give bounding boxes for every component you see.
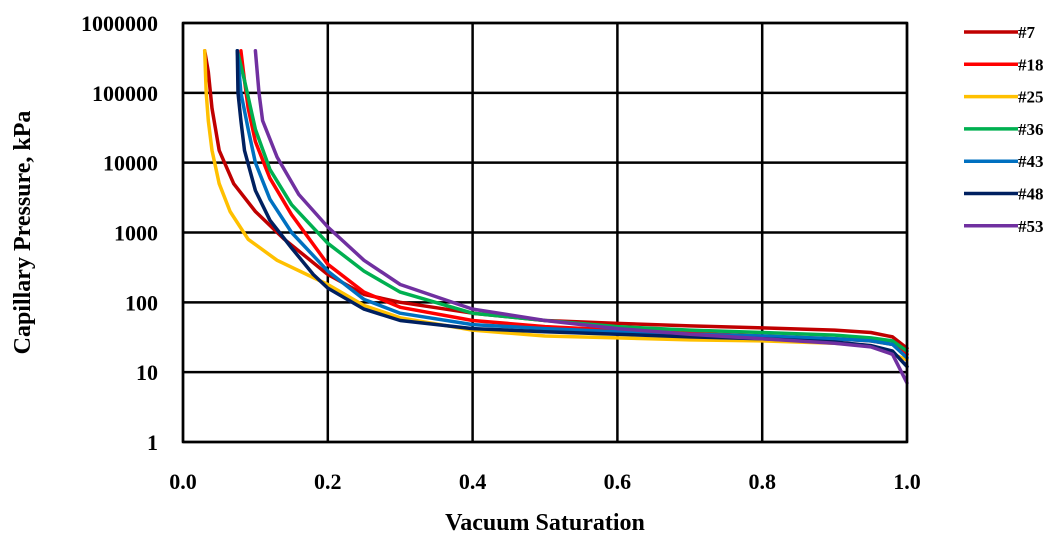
y-tick-label: 1000 bbox=[114, 221, 158, 246]
series-line-36 bbox=[235, 49, 909, 353]
legend-label: #43 bbox=[1018, 152, 1044, 171]
legend: #7 #18 #25 #36 #43 #48 #53 bbox=[964, 23, 1044, 236]
plot-area-frame bbox=[181, 21, 909, 444]
x-tick-label: 0.2 bbox=[314, 469, 342, 494]
series-line-48 bbox=[235, 49, 909, 369]
legend-label: #36 bbox=[1018, 120, 1044, 139]
y-tick-label: 100 bbox=[125, 290, 158, 315]
legend-label: #7 bbox=[1018, 23, 1036, 42]
x-tick-labels: 0.0 0.2 0.4 0.6 0.8 1.0 bbox=[169, 469, 921, 494]
series-line-53 bbox=[253, 49, 909, 385]
legend-label: #53 bbox=[1018, 217, 1044, 236]
series-line-25 bbox=[202, 49, 909, 362]
series-line-43 bbox=[235, 49, 909, 360]
y-tick-label: 100000 bbox=[92, 81, 158, 106]
y-tick-labels: 1 10 100 1000 10000 100000 1000000 bbox=[81, 11, 158, 455]
legend-label: #25 bbox=[1018, 88, 1044, 107]
x-tick-label: 1.0 bbox=[893, 469, 921, 494]
y-tick-label: 10000 bbox=[103, 151, 158, 176]
x-tick-label: 0.0 bbox=[169, 469, 197, 494]
legend-label: #18 bbox=[1018, 55, 1044, 74]
x-tick-label: 0.6 bbox=[604, 469, 632, 494]
x-tick-label: 0.8 bbox=[748, 469, 776, 494]
y-tick-label: 1000000 bbox=[81, 11, 158, 36]
y-tick-label: 10 bbox=[136, 360, 158, 385]
x-axis-title: Vacuum Saturation bbox=[445, 510, 645, 536]
legend-label: #48 bbox=[1018, 185, 1044, 204]
y-tick-label: 1 bbox=[147, 430, 158, 455]
x-tick-label: 0.4 bbox=[459, 469, 487, 494]
series-lines bbox=[202, 49, 909, 385]
series-line-7 bbox=[202, 49, 909, 351]
y-axis-title: Capillary Pressure, kPa bbox=[10, 111, 36, 355]
series-line-18 bbox=[239, 49, 909, 357]
